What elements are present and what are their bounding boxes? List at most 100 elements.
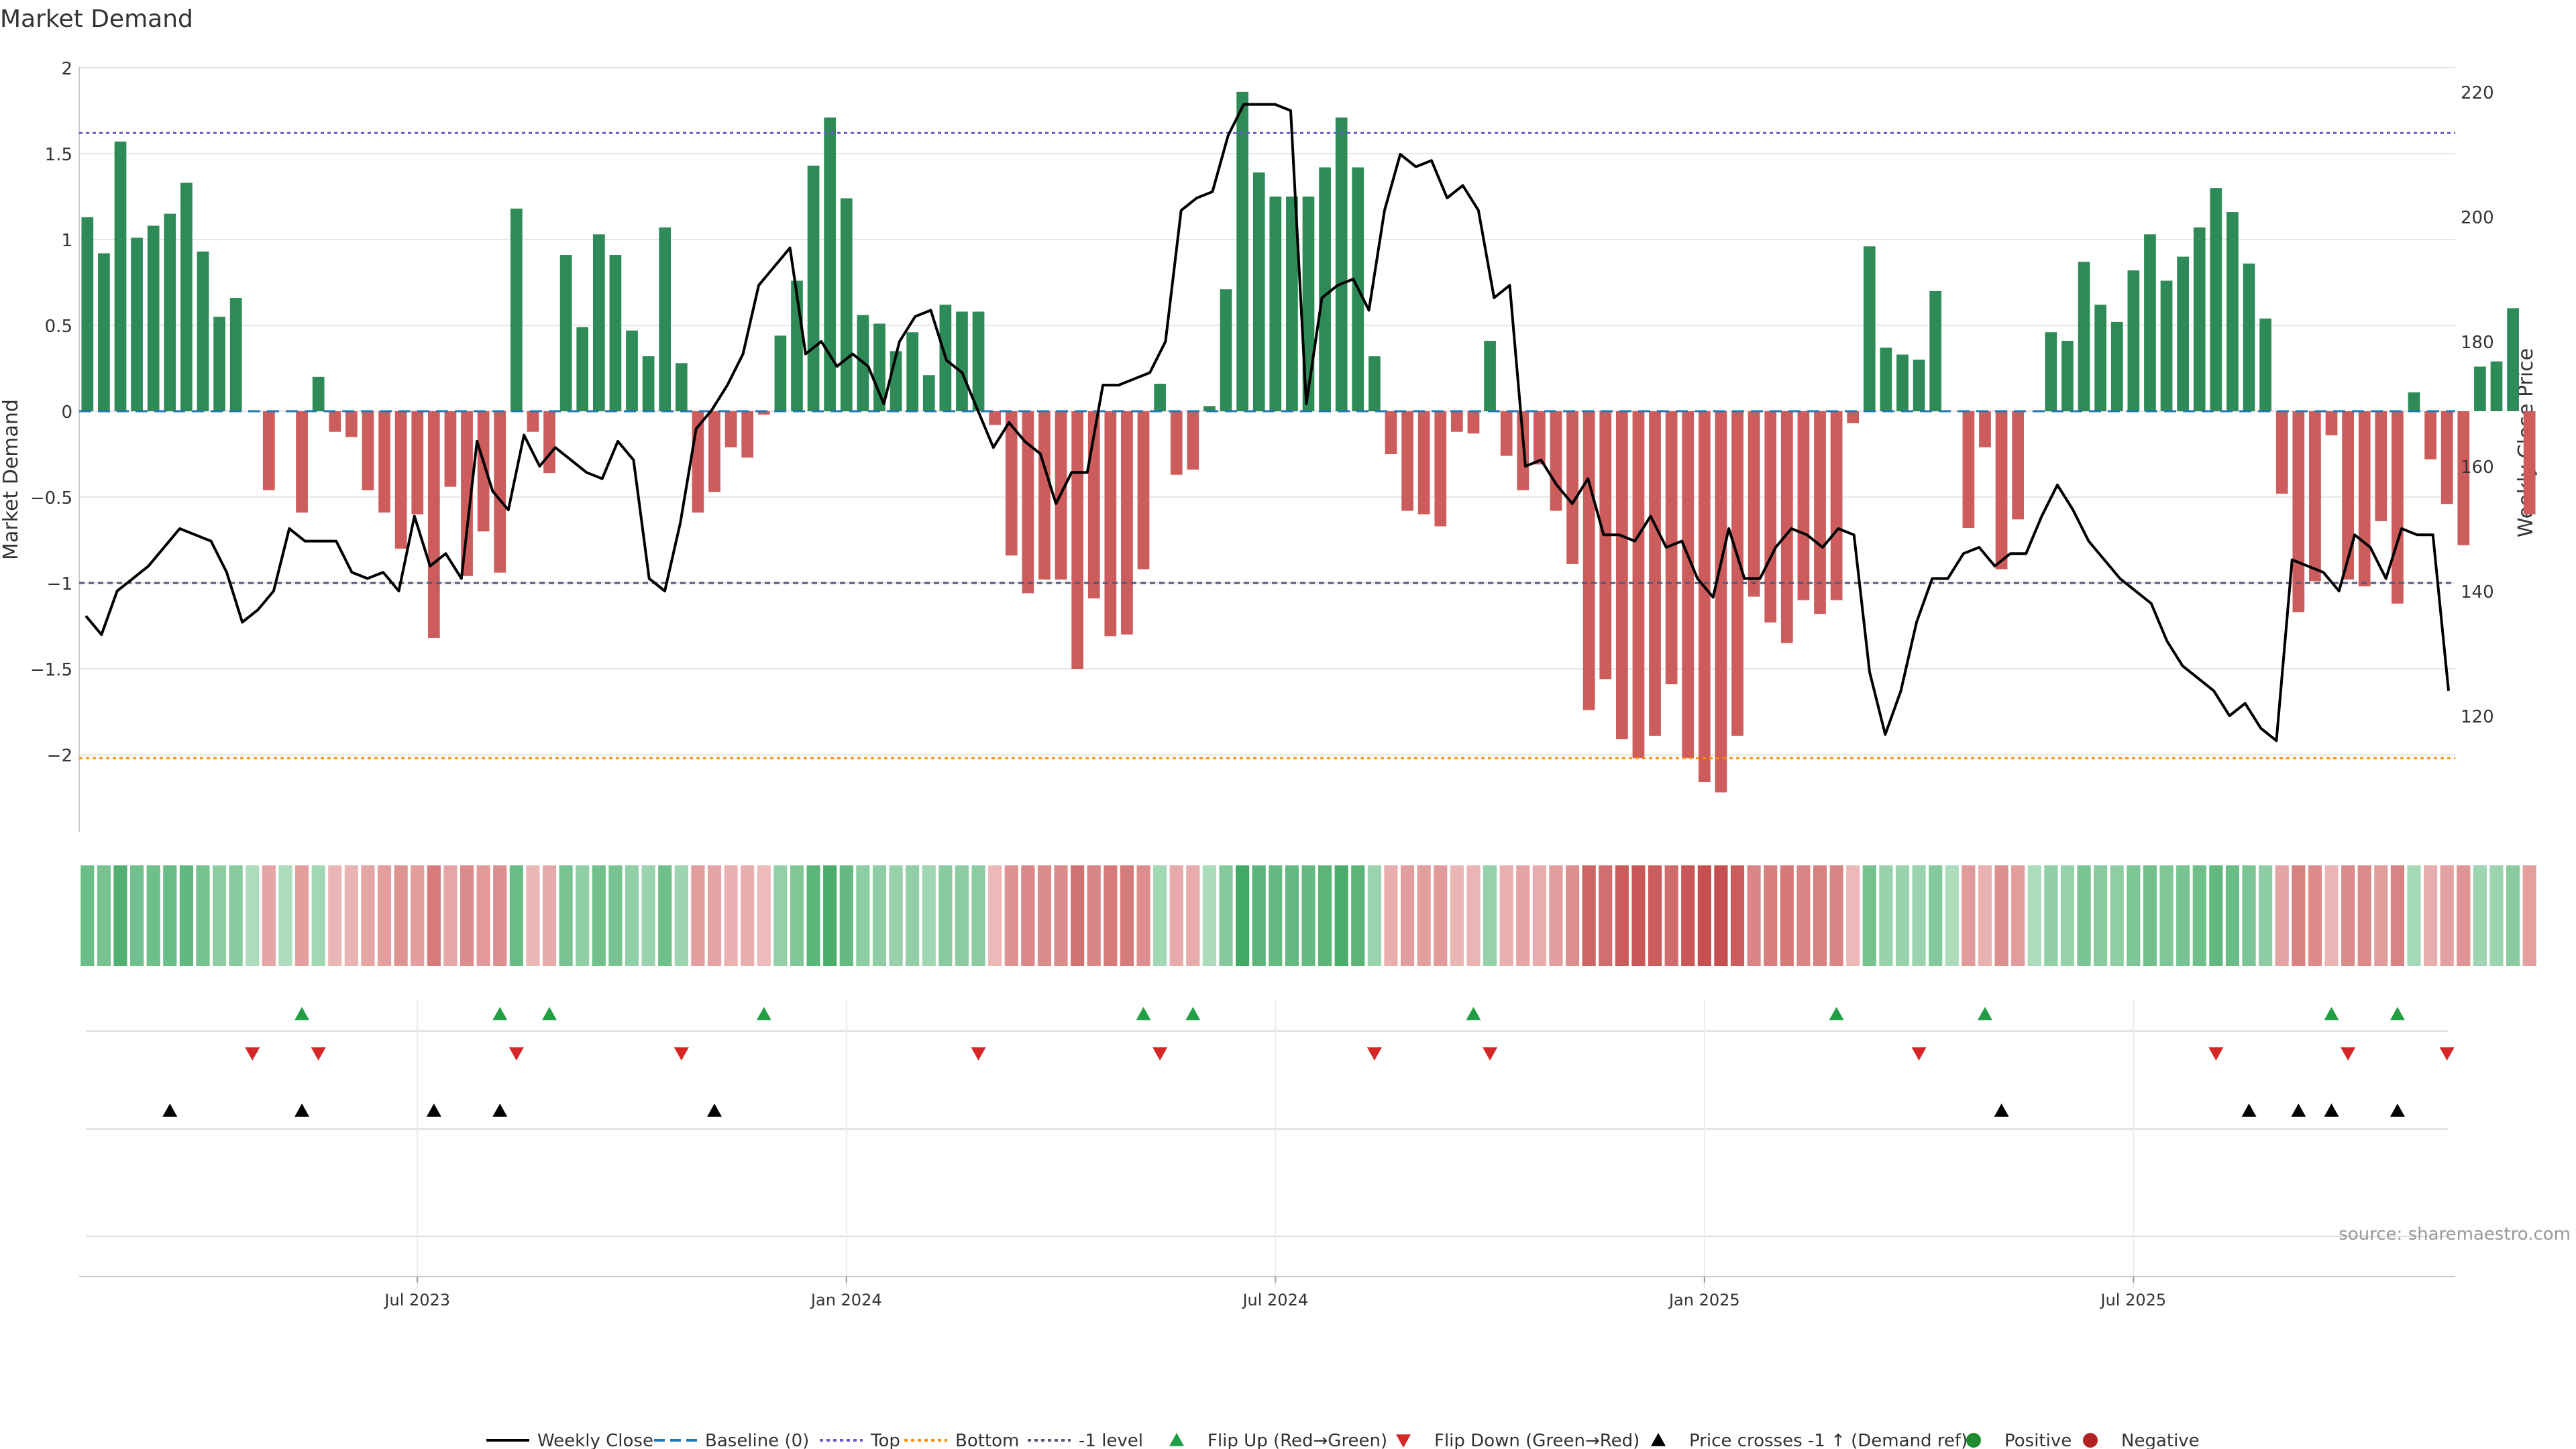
positive-demand-bar [592, 234, 605, 411]
negative-demand-bar [989, 411, 1002, 425]
y2-tick-label: 140 [2461, 582, 2494, 602]
heat-cell [1829, 865, 1843, 966]
negative-demand-bar [2375, 411, 2387, 521]
negative-demand-bar [1170, 411, 1183, 475]
y-tick-label: 1.5 [45, 145, 72, 165]
heat-cell [757, 865, 771, 966]
positive-demand-bar [1929, 290, 1942, 411]
positive-demand-bar [2061, 341, 2074, 411]
negative-demand-bar [394, 411, 407, 549]
negative-demand-bar [2358, 411, 2371, 587]
positive-demand-bar [147, 225, 160, 411]
positive-demand-bar [1896, 354, 1909, 411]
positive-demand-bar [675, 363, 688, 411]
heat-cell [724, 865, 738, 966]
flip-down-marker [1911, 1047, 1927, 1061]
positive-demand-bar [824, 117, 837, 412]
gridlines [78, 67, 2455, 832]
positive-demand-bar [956, 311, 968, 411]
heat-cell [1351, 865, 1365, 966]
heat-cell [1169, 865, 1183, 966]
legend-item-bottom: Bottom [904, 1431, 1019, 1449]
heat-cell [1301, 865, 1316, 966]
heat-cell [1252, 865, 1266, 966]
heat-cell [1450, 865, 1464, 966]
heat-cell [2143, 865, 2157, 966]
heat-cell [344, 865, 358, 966]
heat-cell [576, 865, 590, 966]
positive-demand-bar [1335, 117, 1348, 412]
heat-cell [2522, 865, 2536, 966]
heat-cell [179, 865, 193, 966]
heat-cell [2259, 865, 2273, 966]
legend-item-flip-up: Flip Up (Red→Green) [1169, 1431, 1387, 1449]
negative-demand-bar [1682, 411, 1695, 759]
heat-cell [1417, 865, 1431, 966]
y-tick-label: −1 [47, 574, 72, 594]
heat-cell [1962, 865, 1976, 966]
heat-cell [509, 865, 523, 966]
legend-label-minus-one: -1 level [1079, 1431, 1143, 1449]
positive-demand-bar [2490, 361, 2503, 411]
price-cross-marker [2324, 1104, 2339, 1117]
negative-demand-bar [708, 411, 720, 492]
heat-cell [2127, 865, 2141, 966]
flip-up-marker [492, 1007, 508, 1020]
negative-demand-bar [1979, 411, 1991, 447]
heat-cell [707, 865, 722, 966]
heat-cell [2077, 865, 2091, 966]
positive-demand-bar [1203, 406, 1216, 411]
positive-demand-bar [922, 375, 935, 411]
positive-demand-bar [2210, 188, 2222, 411]
event-markers [86, 1000, 2455, 1288]
heat-cell [377, 865, 392, 966]
negative-demand-bar [1615, 411, 1628, 739]
heat-cell [1104, 865, 1118, 966]
x-tick-label: Jul 2023 [383, 1291, 450, 1309]
positive-demand-bar [213, 317, 225, 411]
heat-cell [394, 865, 408, 966]
positive-demand-bar [98, 253, 110, 411]
heat-cell [2225, 865, 2240, 966]
negative-demand-bar [329, 411, 341, 432]
heat-cell [1269, 865, 1283, 966]
heat-cell [294, 865, 309, 966]
heat-cell [1764, 865, 1778, 966]
negative-demand-bar [1121, 411, 1133, 635]
negative-demand-bar [2342, 411, 2354, 580]
positive-demand-bar [1302, 197, 1315, 411]
heat-cell [1796, 865, 1811, 966]
y2-tick-label: 120 [2461, 707, 2494, 727]
negative-demand-bar [461, 411, 473, 576]
positive-demand-bar [180, 182, 193, 411]
heat-cell [938, 865, 953, 966]
positive-demand-bar [807, 165, 820, 412]
heat-cell [1681, 865, 1695, 966]
x-tick-label: Jan 2025 [1668, 1291, 1740, 1309]
y-axis-ticks: 2 1.5 1 0.5 0 −0.5 −1 −1.5 −2 [30, 59, 72, 766]
positive-demand-bar [2110, 321, 2123, 411]
heat-cell [1202, 865, 1216, 966]
negative-demand-bar [724, 411, 737, 447]
positive-demand-bar [1269, 197, 1282, 411]
flip-down-marker [2208, 1047, 2224, 1061]
positive-demand-bar [2160, 280, 2173, 411]
heat-cell [856, 865, 870, 966]
legend-label-negative: Negative [2121, 1431, 2200, 1449]
heat-cell [1087, 865, 1101, 966]
heat-cell [311, 865, 325, 966]
legend-item-minus-one: -1 level [1028, 1431, 1143, 1449]
negative-demand-bar [1665, 411, 1678, 685]
heat-cell [2159, 865, 2174, 966]
positive-demand-bar [2094, 305, 2107, 411]
heat-cell [955, 865, 969, 966]
legend-item-top: Top [820, 1431, 900, 1449]
flip-up-marker [294, 1007, 310, 1020]
positive-demand-bar [114, 142, 127, 411]
positive-demand-bar [1286, 197, 1298, 411]
flip-down-marker [1152, 1047, 1168, 1061]
heat-cell [1565, 865, 1580, 966]
heat-cell [476, 865, 490, 966]
heat-cell [971, 865, 985, 966]
heat-cell [1631, 865, 1646, 966]
